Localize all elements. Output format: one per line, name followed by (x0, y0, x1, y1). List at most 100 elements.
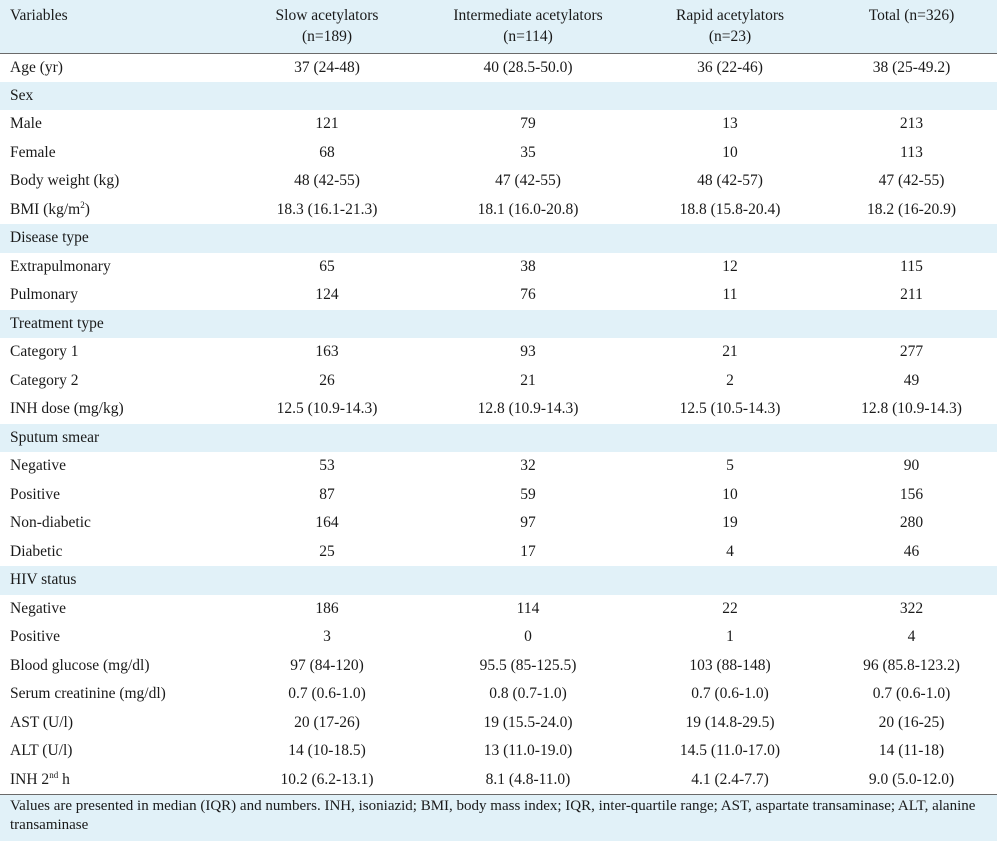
cell-value: 163 (315, 343, 339, 361)
footnote-row: Values are presented in median (IQR) and… (0, 793, 997, 841)
table-row: Negative 53 32 5 90 (0, 452, 997, 481)
cell-value: 113 (900, 143, 923, 161)
cell-value: 18.8 (15.8-20.4) (679, 200, 781, 218)
table-row: INH 2nd h 10.2 (6.2-13.1) 8.1 (4.8-11.0) 4.… (0, 766, 997, 795)
table-row: Diabetic 25 17 4 46 (0, 538, 997, 567)
cell-value: 65 (319, 257, 335, 275)
cell-value: 76 (520, 286, 536, 304)
section-row: HIV status (0, 566, 997, 595)
row-label: INH 2nd h (10, 769, 70, 788)
cell-value: 0.8 (0.7-1.0) (489, 685, 567, 703)
table-row: Blood glucose (mg/dl) 97 (84-120) 95.5 (85… (0, 652, 997, 681)
row-label: Positive (10, 485, 60, 503)
cell-value: 90 (903, 457, 920, 475)
cell-value: 19 (15.5-24.0) (483, 713, 573, 731)
cell-value: 164 (315, 514, 339, 532)
cell-value: 59 (520, 485, 536, 503)
header-slow: Slow acetylators (n=189) (275, 7, 379, 45)
cell-value: 79 (520, 115, 536, 133)
cell-value: 13 (11.0-19.0) (483, 742, 573, 760)
cell-value: 37 (24-48) (294, 58, 360, 76)
cell-value: 25 (319, 542, 335, 560)
row-label: ALT (U/l) (10, 742, 73, 760)
cell-value: 97 (84-120) (290, 656, 364, 674)
cell-value: 19 (14.8-29.5) (685, 713, 775, 731)
cell-value: 36 (22-46) (697, 58, 763, 76)
cell-value: 211 (900, 286, 923, 304)
table-body: Age (yr) 37 (24-48) 40 (28.5-50.0) 36 (22-4… (0, 53, 997, 794)
row-label: Serum creatinine (mg/dl) (10, 685, 166, 703)
cell-value: 10.2 (6.2-13.1) (280, 770, 374, 788)
cell-value: 68 (319, 143, 335, 161)
row-label: Extrapulmonary (10, 257, 111, 275)
cell-value: 32 (520, 457, 536, 475)
cell-value: 186 (315, 599, 339, 617)
section-row: Disease type (0, 224, 997, 253)
table-row: Female 68 35 10 113 (0, 139, 997, 168)
cell-value: 4 (726, 542, 734, 560)
cell-value: 14.5 (11.0-17.0) (679, 742, 781, 760)
cell-value: 11 (722, 286, 738, 304)
cell-value: 97 (520, 514, 536, 532)
row-label: Pulmonary (10, 286, 79, 304)
cell-value: 10 (722, 485, 738, 503)
header-intermediate: Intermediate acetylators (n=114) (453, 7, 603, 45)
cell-value: 4.1 (2.4-7.7) (691, 770, 769, 788)
table-row: Serum creatinine (mg/dl) 0.7 (0.6-1.0) 0.8… (0, 680, 997, 709)
row-label: Negative (10, 457, 66, 475)
section-row: Sputum smear (0, 423, 997, 452)
cell-value: 18.3 (16.1-21.3) (276, 200, 378, 218)
cell-value: 48 (42-55) (294, 172, 360, 190)
table-row: Positive 87 59 10 156 (0, 481, 997, 510)
table-row: AST (U/l) 20 (17-26) 19 (15.5-24.0) 19 (14.… (0, 709, 997, 738)
row-label: Body weight (kg) (10, 172, 120, 190)
cell-value: 17 (520, 542, 536, 560)
cell-value: 156 (899, 485, 924, 503)
cell-value: 8.1 (4.8-11.0) (485, 770, 571, 788)
cell-value: 53 (319, 457, 335, 475)
cell-value: 103 (88-148) (689, 656, 771, 674)
cell-value: 12.8 (10.9-14.3) (861, 400, 962, 418)
cell-value: 38 (25-49.2) (872, 58, 951, 76)
table-row: Positive 3 0 1 4 (0, 623, 997, 652)
table-row: Non-diabetic 164 97 19 280 (0, 509, 997, 538)
row-label: Non-diabetic (10, 514, 91, 532)
cell-value: 5 (726, 457, 734, 475)
cell-value: 47 (42-55) (495, 172, 561, 190)
row-label: Female (10, 143, 56, 161)
cell-value: 46 (903, 542, 920, 560)
row-label: BMI (kg/m2) (10, 199, 90, 218)
cell-value: 49 (903, 371, 920, 389)
section-label: Treatment type (10, 314, 104, 332)
table-row: Category 1 163 93 21 277 (0, 338, 997, 367)
cell-value: 14 (11-18) (878, 742, 945, 760)
section-row: Sex (0, 81, 997, 110)
header-total: Total (n=326) (868, 7, 955, 24)
table-row: Male 121 79 13 213 (0, 110, 997, 139)
row-label: Male (10, 115, 42, 133)
row-label: Diabetic (10, 542, 63, 560)
cell-value: 21 (520, 371, 536, 389)
cell-value: 280 (899, 514, 924, 532)
cell-value: 213 (899, 115, 924, 133)
cell-value: 26 (319, 371, 335, 389)
cell-value: 18.1 (16.0-20.8) (477, 200, 579, 218)
cell-value: 0.7 (0.6-1.0) (872, 685, 951, 703)
row-label: Positive (10, 628, 60, 646)
cell-value: 0.7 (0.6-1.0) (288, 685, 366, 703)
cell-value: 12.5 (10.5-14.3) (679, 400, 781, 418)
cell-value: 4 (907, 628, 916, 646)
cell-value: 0 (524, 628, 532, 646)
cell-value: 277 (899, 343, 924, 361)
cell-value: 121 (315, 115, 339, 133)
cell-value: 47 (42-55) (878, 172, 945, 190)
row-label: AST (U/l) (10, 713, 74, 731)
table-row: ALT (U/l) 14 (10-18.5) 13 (11.0-19.0) 14.5 … (0, 737, 997, 766)
cell-value: 0.7 (0.6-1.0) (691, 685, 769, 703)
cell-value: 2 (726, 371, 734, 389)
row-label: Blood glucose (mg/dl) (10, 656, 150, 674)
row-label: INH dose (mg/kg) (10, 400, 124, 418)
cell-value: 95.5 (85-125.5) (479, 656, 577, 674)
cell-value: 21 (722, 343, 738, 361)
